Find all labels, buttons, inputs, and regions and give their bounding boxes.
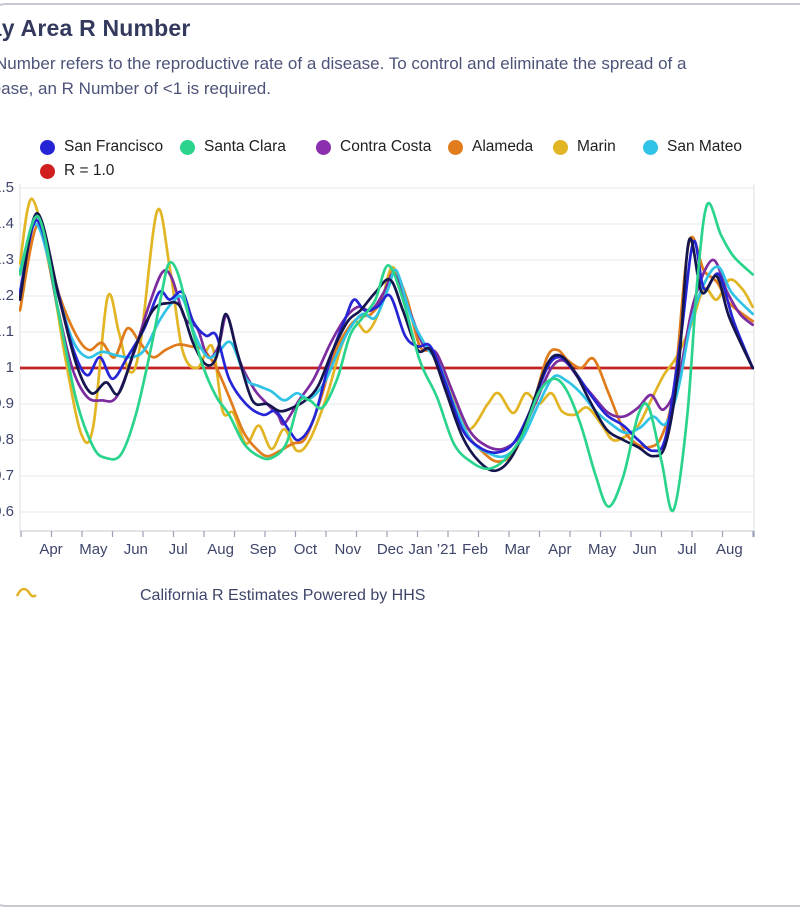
legend-label-san-mateo: San Mateo [667, 138, 742, 155]
y-tick-label-1.5: 1.5 [0, 179, 14, 196]
x-tick-label-oct: Oct [293, 541, 318, 558]
legend-item-san-mateo[interactable]: San Mateo [643, 138, 742, 156]
y-tick-label-1.4: 1.4 [0, 215, 14, 232]
x-tick-label-jul: Jul [168, 541, 188, 558]
bay-area-r-number-page: { "header": { "title": "Bay Area R Numbe… [0, 3, 800, 907]
legend-label-san-francisco: San Francisco [64, 138, 164, 155]
legend-dot-san-mateo [643, 139, 658, 155]
legend-dot-marin [553, 139, 568, 155]
legend-item-contra-costa[interactable]: Contra Costa [316, 138, 431, 156]
legend-label-santa-clara: Santa Clara [204, 138, 286, 155]
footer-legend-marker [15, 587, 37, 598]
legend-label-marin: Marin [577, 138, 616, 155]
x-tick-label-jun: Jun [123, 541, 148, 558]
x-tick-label-sep: Sep [249, 541, 277, 558]
footer-marker-layer [15, 587, 37, 598]
y-tick-label-0.7: 0.7 [0, 467, 14, 484]
y-tick-label-0.8: 0.8 [0, 431, 14, 448]
legend-label-contra-costa: Contra Costa [340, 138, 432, 155]
x-tick-label-aug: Aug [716, 541, 743, 558]
x-tick-label-nov: Nov [334, 541, 362, 558]
footer-source-text: California R Estimates Powered by HHS [140, 587, 426, 604]
y-tick-label-1: 1 [5, 359, 14, 376]
legend-dot-san-francisco [40, 139, 55, 155]
legend-item-santa-clara[interactable]: Santa Clara [180, 138, 286, 156]
legend-dot-alameda [448, 139, 463, 155]
legend-item-alameda[interactable]: Alameda [448, 138, 533, 156]
series-line-unlabeled-dark-series [19, 211, 755, 473]
y-tick-label-1.2: 1.2 [0, 287, 14, 304]
y-tick-label-0.9: 0.9 [0, 395, 14, 412]
x-tick-label-apr: Apr [39, 541, 63, 558]
legend-label-alameda: Alameda [472, 138, 534, 155]
x-tick-label-jan21: Jan ’21 [408, 541, 457, 558]
page-subtitle-line-2: disease, an R Number of <1 is required. [0, 79, 271, 98]
y-tick-label-0.6: 0.6 [0, 503, 14, 520]
page-title: Bay Area R Number [0, 15, 191, 41]
x-tick-label-may: May [588, 541, 617, 558]
x-tick-label-aug: Aug [207, 541, 234, 558]
x-tick-label-jun: Jun [632, 541, 657, 558]
x-tick-label-feb: Feb [462, 541, 488, 558]
x-tick-label-may: May [79, 541, 108, 558]
legend-item-r-1-0[interactable]: R = 1.0 [40, 162, 114, 180]
y-tick-label-1.3: 1.3 [0, 251, 14, 268]
legend-dot-santa-clara [180, 139, 195, 155]
x-tick-label-dec: Dec [376, 541, 404, 558]
page-subtitle-line-1: The R Number refers to the reproductive … [0, 54, 687, 73]
legend-item-san-francisco[interactable]: San Francisco [40, 138, 163, 156]
series-line-santa-clara [19, 201, 755, 513]
y-tick-label-1.1: 1.1 [0, 323, 14, 340]
legend-item-marin[interactable]: Marin [553, 138, 616, 156]
legend-dot-contra-costa [316, 139, 331, 155]
legend-label-r-1-0: R = 1.0 [64, 162, 115, 179]
legend-dot-r-1-0 [40, 163, 55, 179]
x-tick-label-apr: Apr [548, 541, 572, 558]
x-tick-label-mar: Mar [504, 541, 531, 558]
r-number-line-chart [19, 184, 755, 537]
x-tick-label-jul: Jul [677, 541, 697, 558]
